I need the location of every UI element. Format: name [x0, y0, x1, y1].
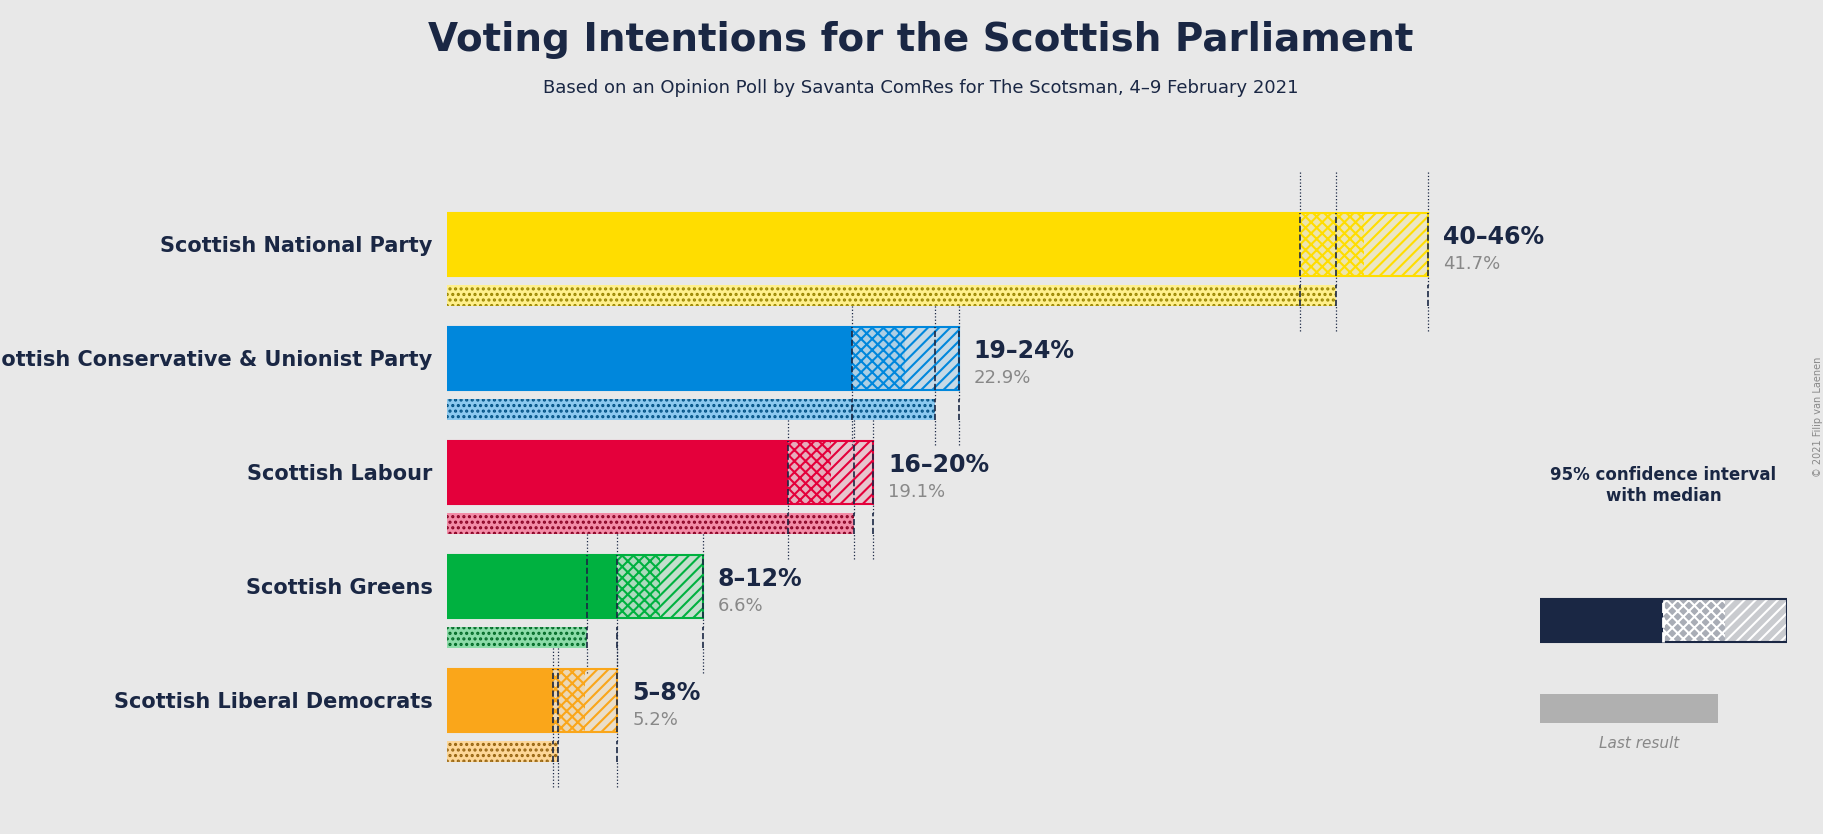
- Bar: [447, 741, 558, 762]
- Bar: [447, 514, 853, 534]
- Text: Voting Intentions for the Scottish Parliament: Voting Intentions for the Scottish Parli…: [428, 21, 1413, 59]
- Text: Based on an Opinion Poll by Savanta ComRes for The Scotsman, 4–9 February 2021: Based on an Opinion Poll by Savanta ComR…: [543, 79, 1298, 98]
- Bar: [1364, 213, 1427, 276]
- Text: 8–12%: 8–12%: [718, 567, 802, 591]
- Bar: [447, 627, 587, 648]
- Bar: [1725, 600, 1787, 641]
- Text: 19–24%: 19–24%: [973, 339, 1074, 364]
- Bar: [447, 669, 554, 731]
- Bar: [660, 555, 702, 618]
- Bar: [554, 669, 585, 731]
- Bar: [906, 327, 959, 389]
- Bar: [447, 399, 935, 420]
- Bar: [447, 285, 1336, 306]
- Bar: [831, 441, 873, 504]
- Bar: [447, 441, 788, 504]
- Text: 16–20%: 16–20%: [888, 454, 990, 478]
- Bar: [618, 555, 660, 618]
- Bar: [1300, 213, 1364, 276]
- Bar: [660, 555, 702, 618]
- Text: 95% confidence interval
with median: 95% confidence interval with median: [1550, 465, 1777, 505]
- Bar: [788, 441, 831, 504]
- Text: 6.6%: 6.6%: [718, 596, 764, 615]
- Bar: [447, 285, 1336, 306]
- Text: © 2021 Filip van Laenen: © 2021 Filip van Laenen: [1812, 357, 1823, 477]
- Bar: [1300, 213, 1364, 276]
- Bar: [1540, 600, 1663, 641]
- Bar: [1663, 600, 1725, 641]
- Bar: [585, 669, 618, 731]
- Bar: [585, 669, 618, 731]
- Bar: [554, 669, 585, 731]
- Bar: [1364, 213, 1427, 276]
- Bar: [447, 741, 558, 762]
- Bar: [1725, 600, 1787, 641]
- Text: 22.9%: 22.9%: [973, 369, 1030, 387]
- Text: 40–46%: 40–46%: [1442, 225, 1544, 249]
- Bar: [447, 327, 851, 389]
- Bar: [447, 627, 587, 648]
- Bar: [1663, 600, 1725, 641]
- Bar: [447, 555, 618, 618]
- Bar: [1540, 694, 1717, 723]
- Bar: [1540, 600, 1787, 641]
- Bar: [906, 327, 959, 389]
- Text: 41.7%: 41.7%: [1442, 254, 1500, 273]
- Bar: [788, 441, 831, 504]
- Text: Last result: Last result: [1599, 736, 1679, 751]
- Text: 5.2%: 5.2%: [633, 711, 678, 729]
- Bar: [851, 327, 906, 389]
- Bar: [447, 213, 1300, 276]
- Bar: [831, 441, 873, 504]
- Bar: [851, 327, 906, 389]
- Bar: [447, 514, 853, 534]
- Bar: [447, 399, 935, 420]
- Text: 19.1%: 19.1%: [888, 483, 946, 500]
- Bar: [618, 555, 660, 618]
- Text: 5–8%: 5–8%: [633, 681, 700, 706]
